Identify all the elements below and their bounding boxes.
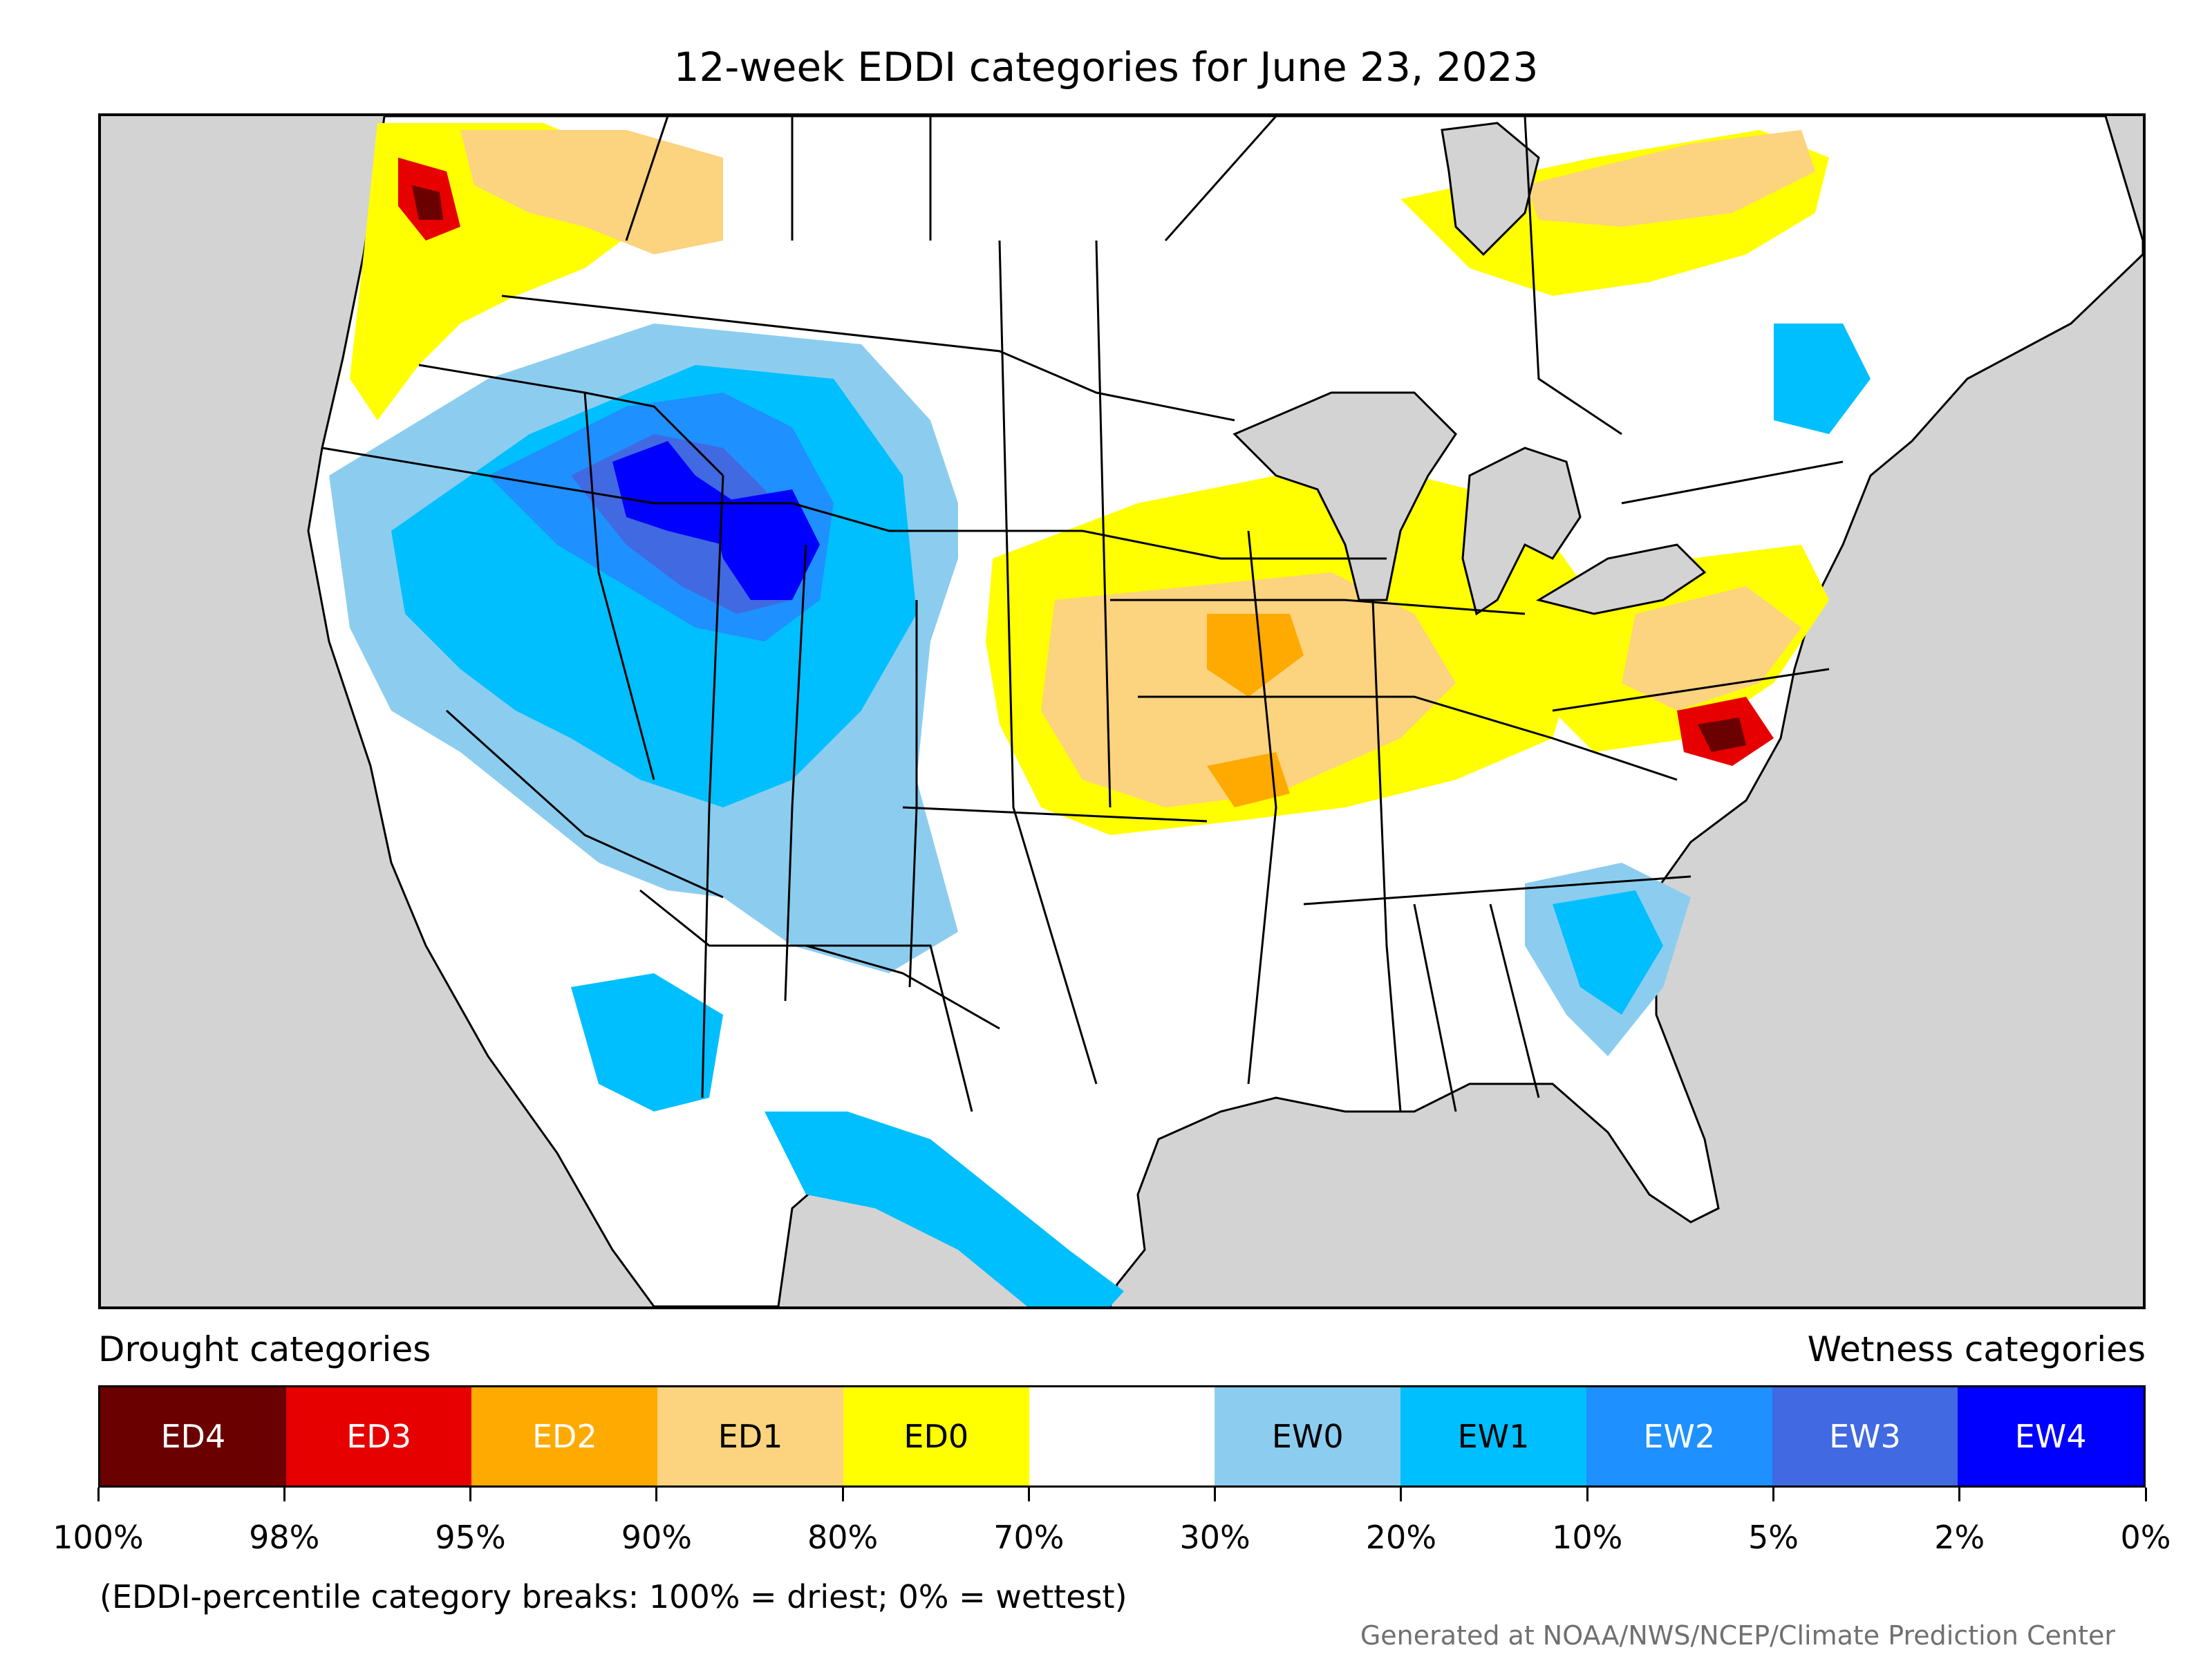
colorbar-tick-label: 70%: [993, 1519, 1065, 1556]
colorbar-tick: [841, 1488, 844, 1501]
colorbar-tick-label: 95%: [435, 1519, 506, 1556]
wet-ew1-southeast: [1553, 890, 1663, 1015]
colorbar-tick: [1400, 1488, 1403, 1501]
lake-erie-ontario: [1536, 543, 1707, 615]
wet-ew4-west: [612, 441, 737, 545]
colorbar-cell-ew0: EW0: [1215, 1387, 1401, 1485]
colorbar-cell-normal: [1029, 1387, 1215, 1485]
wet-ew1-southwest: [571, 973, 723, 1112]
colorbar-cell-ed4: ED4: [100, 1387, 286, 1485]
great-lakes: [1232, 391, 1457, 601]
colorbar-tick: [1214, 1488, 1217, 1501]
dry-ed4-virginia: [1698, 718, 1746, 752]
colorbar-tick-label: 5%: [1747, 1519, 1799, 1556]
colorbar-tick: [469, 1488, 472, 1501]
dry-ed1-northwest: [460, 130, 723, 254]
colorbar-tick: [655, 1488, 658, 1501]
colorbar-cell-ew2: EW2: [1586, 1387, 1772, 1485]
colorbar-tick: [283, 1488, 285, 1501]
colorbar-tick-label: 2%: [1934, 1519, 1985, 1556]
category-colorbar: ED4 ED3 ED2 ED1 ED0 EW0 EW1 EW2 EW3 EW4: [98, 1385, 2146, 1488]
dry-ed4-northwest: [412, 185, 443, 220]
colorbar-tick-label: 30%: [1179, 1519, 1250, 1556]
colorbar-cell-ew1: EW1: [1400, 1387, 1586, 1485]
colorbar-tick: [1958, 1488, 1961, 1501]
dry-ed2-missouri: [1207, 752, 1290, 807]
colorbar-tick-label: 10%: [1552, 1519, 1623, 1556]
colorbar-ticks: [97, 1488, 2147, 1504]
wet-ew1-texas: [765, 1112, 1124, 1306]
colorbar-cell-ed1: ED1: [657, 1387, 843, 1485]
dry-ed1-canada-east: [1525, 130, 1815, 227]
colorbar-tick: [1772, 1488, 1774, 1501]
wetness-categories-title: Wetness categories: [1807, 1329, 2146, 1369]
colorbar-tick: [97, 1488, 100, 1501]
colorbar-tick-label: 80%: [807, 1519, 879, 1556]
colorbar-tick: [1586, 1488, 1588, 1501]
colorbar-cell-ed2: ED2: [471, 1387, 658, 1485]
map-panel: [98, 113, 2146, 1309]
eddi-map: [307, 116, 2143, 1306]
map-title: 12-week EDDI categories for June 23, 202…: [673, 44, 1539, 91]
colorbar-tick-label: 98%: [249, 1519, 320, 1556]
colorbar-cell-ed3: ED3: [285, 1387, 472, 1485]
dry-ed2-midwest: [1207, 614, 1304, 697]
wet-ew1-northeast: [1774, 324, 1871, 434]
credit-line: Generated at NOAA/NWS/NCEP/Climate Predi…: [1360, 1620, 2115, 1651]
hudson-bay-inlet: [1441, 122, 1540, 256]
state-boundaries: [321, 116, 1844, 1112]
colorbar-tick-label: 20%: [1365, 1519, 1437, 1556]
drought-categories-title: Drought categories: [98, 1329, 431, 1369]
wet-ew4-wyoming: [709, 489, 820, 600]
colorbar-tick: [1027, 1488, 1030, 1501]
colorbar-cell-ew3: EW3: [1772, 1387, 1958, 1485]
colorbar-tick-label: 100%: [53, 1519, 144, 1556]
colorbar-cell-ed0: ED0: [843, 1387, 1029, 1485]
colorbar-tick-label: 90%: [621, 1519, 692, 1556]
colorbar-cell-ew4: EW4: [1958, 1387, 2144, 1485]
footnote: (EDDI-percentile category breaks: 100% =…: [100, 1578, 1127, 1615]
colorbar-tick-label: 0%: [2120, 1519, 2171, 1556]
colorbar-tick: [2144, 1488, 2147, 1501]
lake-michigan-huron: [1461, 447, 1582, 616]
